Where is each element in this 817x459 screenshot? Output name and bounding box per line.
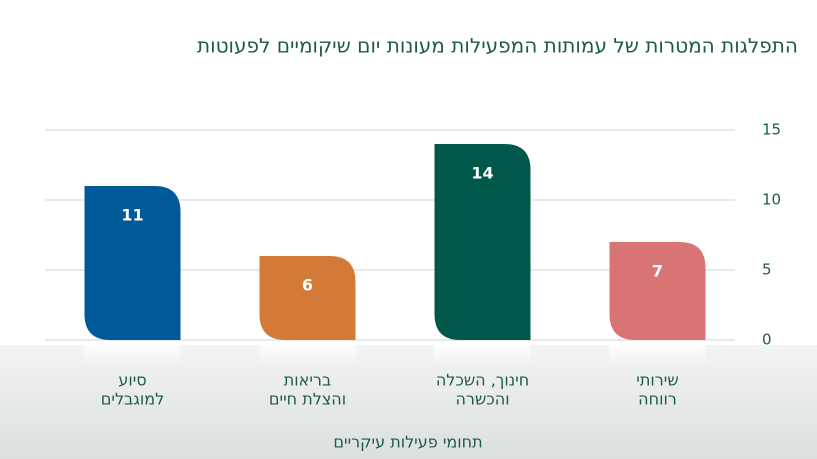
bar (609, 242, 706, 340)
bar (259, 256, 356, 340)
x-tick-label: בריאות (284, 371, 331, 390)
bar-reflection (84, 344, 181, 366)
bar-reflection (259, 344, 356, 366)
x-tick-label: למוגבלים (101, 390, 164, 409)
x-tick-label: שירותי (636, 371, 678, 390)
value-label: 11 (121, 206, 143, 225)
x-tick-label: סיוע (118, 371, 146, 390)
x-axis-title: תחומי פעילות עיקריים (333, 433, 482, 452)
x-tick-label: והכשרה (455, 390, 509, 409)
y-tick-label: 0 (762, 331, 772, 349)
bar (84, 186, 181, 340)
value-label: 6 (302, 276, 313, 295)
value-label: 7 (652, 262, 663, 281)
bar-reflection (434, 344, 531, 366)
chart-title: התפלגות המטרות של עמותות המפעילות מעונות… (197, 34, 798, 58)
value-label: 14 (471, 164, 493, 183)
bar (434, 144, 531, 340)
y-tick-label: 5 (762, 261, 772, 279)
x-tick-label: רווחה (638, 390, 677, 409)
y-tick-label: 15 (762, 121, 781, 139)
x-tick-label: והצלת חיים (269, 390, 346, 409)
bar-reflection (609, 344, 706, 366)
x-tick-label: חינוך, השכלה (436, 371, 529, 390)
y-tick-label: 10 (762, 191, 781, 209)
